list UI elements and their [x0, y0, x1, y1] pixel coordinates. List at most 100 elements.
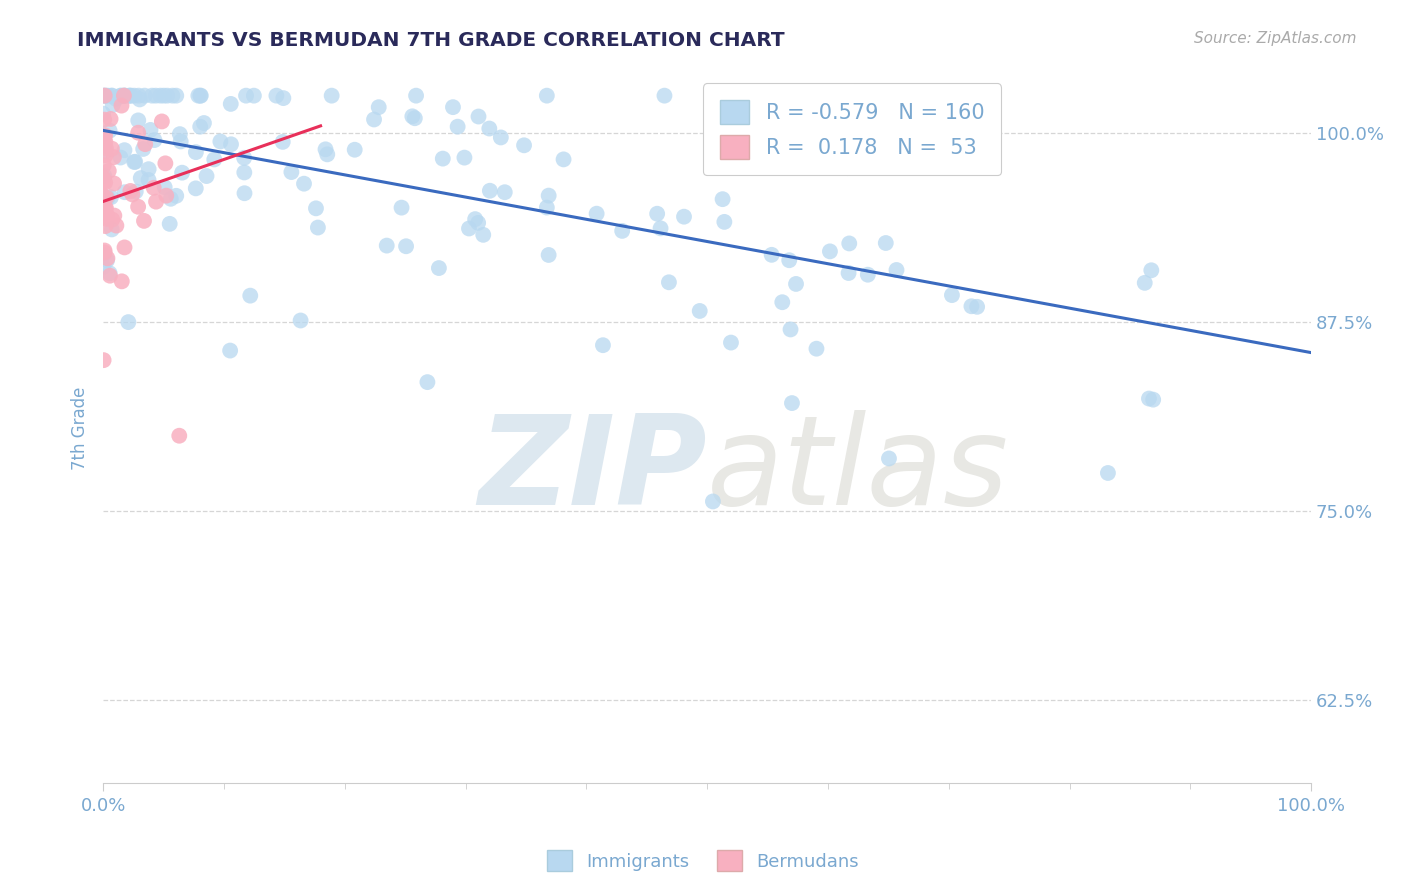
Point [187, 88, 209, 103]
Point [153, 88, 176, 103]
Point [1133, 276, 1156, 290]
Point [145, 194, 167, 209]
Point [672, 210, 695, 224]
Point [478, 184, 501, 198]
Point [91, 106, 114, 120]
Point [127, 113, 149, 128]
Point [650, 221, 672, 235]
Point [190, 88, 212, 103]
Point [875, 235, 897, 250]
Point [93, 208, 115, 222]
Point [375, 238, 398, 252]
Point [91, 170, 114, 185]
Point [838, 266, 860, 280]
Point [536, 201, 558, 215]
Point [886, 263, 908, 277]
Point [464, 212, 486, 227]
Point [941, 288, 963, 302]
Point [280, 165, 302, 179]
Point [96, 190, 118, 204]
Point [779, 322, 801, 336]
Point [645, 207, 668, 221]
Point [654, 88, 676, 103]
Point [91, 210, 114, 224]
Point [94, 219, 117, 233]
Point [101, 142, 124, 156]
Point [134, 88, 156, 103]
Point [96, 252, 118, 266]
Point [98, 268, 121, 283]
Point [273, 91, 295, 105]
Text: IMMIGRANTS VS BERMUDAN 7TH GRADE CORRELATION CHART: IMMIGRANTS VS BERMUDAN 7TH GRADE CORRELA… [77, 31, 785, 50]
Point [162, 88, 184, 103]
Point [97, 88, 120, 103]
Point [91, 175, 114, 189]
Point [184, 145, 207, 160]
Point [266, 88, 288, 103]
Point [114, 185, 136, 199]
Point [401, 109, 423, 123]
Point [138, 162, 160, 177]
Point [478, 121, 501, 136]
Point [315, 142, 337, 156]
Point [292, 177, 315, 191]
Point [138, 173, 160, 187]
Point [316, 147, 339, 161]
Point [159, 217, 181, 231]
Point [391, 201, 413, 215]
Point [91, 88, 114, 103]
Point [141, 88, 163, 103]
Point [592, 338, 614, 352]
Point [787, 153, 810, 167]
Point [145, 88, 167, 103]
Point [702, 494, 724, 508]
Point [785, 153, 807, 167]
Point [120, 184, 142, 198]
Point [612, 224, 634, 238]
Point [307, 220, 329, 235]
Point [585, 207, 607, 221]
Point [778, 253, 800, 268]
Point [114, 240, 136, 254]
Point [134, 137, 156, 152]
Point [536, 88, 558, 103]
Point [188, 120, 211, 134]
Text: ZIP: ZIP [478, 410, 707, 532]
Point [689, 304, 711, 318]
Point [202, 153, 225, 167]
Point [877, 451, 900, 466]
Point [100, 112, 122, 126]
Point [94, 201, 117, 215]
Point [796, 148, 818, 162]
Point [195, 169, 218, 183]
Point [172, 166, 194, 180]
Text: Source: ZipAtlas.com: Source: ZipAtlas.com [1194, 31, 1357, 46]
Point [169, 428, 191, 442]
Point [761, 248, 783, 262]
Point [93, 211, 115, 225]
Point [114, 88, 136, 103]
Point [110, 88, 132, 103]
Point [93, 112, 115, 127]
Point [165, 88, 187, 103]
Point [129, 171, 152, 186]
Point [770, 295, 793, 310]
Point [122, 155, 145, 169]
Point [120, 88, 142, 103]
Point [112, 88, 135, 103]
Point [100, 222, 122, 236]
Point [94, 148, 117, 162]
Point [128, 92, 150, 106]
Point [553, 153, 575, 167]
Point [856, 268, 879, 282]
Point [110, 98, 132, 112]
Point [114, 143, 136, 157]
Point [101, 212, 124, 227]
Point [432, 152, 454, 166]
Point [100, 190, 122, 204]
Point [101, 98, 124, 112]
Point [243, 88, 266, 103]
Point [128, 88, 150, 103]
Legend: Immigrants, Bermudans: Immigrants, Bermudans [540, 843, 866, 879]
Point [780, 396, 803, 410]
